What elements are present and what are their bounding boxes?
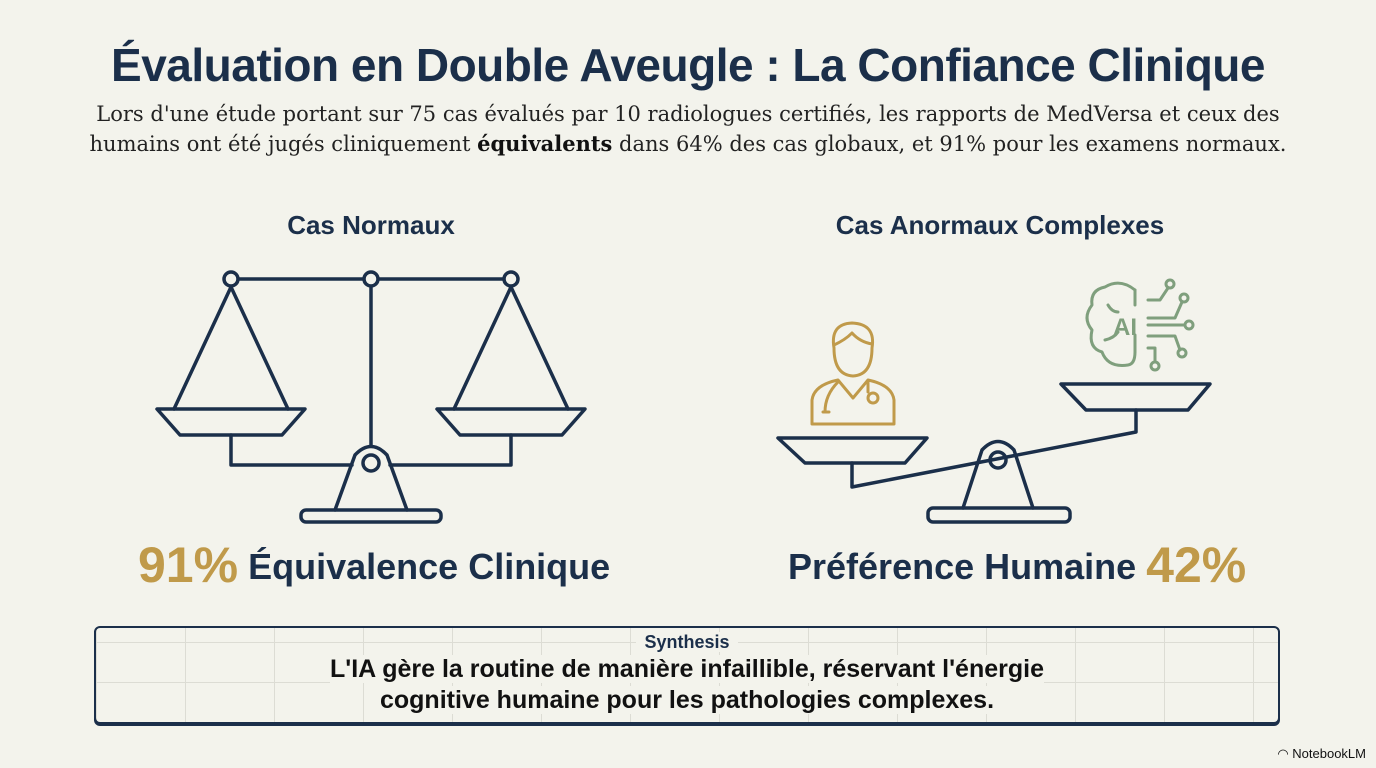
right-stat-label: Préférence Humaine xyxy=(788,546,1137,587)
left-heading: Cas Normaux xyxy=(287,210,455,240)
ai-brain-icon: AI xyxy=(1085,278,1195,372)
balanced-scale-icon xyxy=(155,270,587,524)
subtitle: Lors d'une étude portant sur 75 cas éval… xyxy=(60,100,1316,159)
synthesis-line-1: L'IA gère la routine de manière infailli… xyxy=(330,655,1044,683)
subtitle-text-end: dans 64% des cas globaux, et 91% pour le… xyxy=(612,132,1287,156)
tilted-scale-icon xyxy=(776,382,1212,524)
doctor-icon xyxy=(810,321,896,426)
right-stat-value: 42% xyxy=(1146,537,1247,593)
left-stat-label: Équivalence Clinique xyxy=(248,546,611,587)
synthesis-label-text: Synthesis xyxy=(636,632,738,652)
notebooklm-logo-icon: ◠ xyxy=(1277,746,1289,761)
synthesis-box: Synthesis L'IA gère la routine de manièr… xyxy=(94,626,1280,724)
subtitle-emphasis: équivalents xyxy=(477,131,613,156)
brand-text: NotebookLM xyxy=(1292,746,1366,761)
synthesis-label: Synthesis xyxy=(96,632,1278,653)
subtitle-text: Lors d'une étude portant sur 75 cas éval… xyxy=(89,102,1280,156)
ai-label: AI xyxy=(1113,314,1137,341)
notebooklm-watermark: ◠ NotebookLM xyxy=(1277,746,1366,762)
page-title: Évaluation en Double Aveugle : La Confia… xyxy=(111,39,1265,91)
synthesis-line-2: cognitive humaine pour les pathologies c… xyxy=(379,686,995,714)
synthesis-text: L'IA gère la routine de manière infailli… xyxy=(96,654,1278,716)
right-heading: Cas Anormaux Complexes xyxy=(835,210,1165,240)
right-stat: Préférence Humaine 42% xyxy=(788,536,1246,594)
left-stat-value: 91% xyxy=(138,537,239,593)
left-stat: 91% Équivalence Clinique xyxy=(138,536,610,594)
